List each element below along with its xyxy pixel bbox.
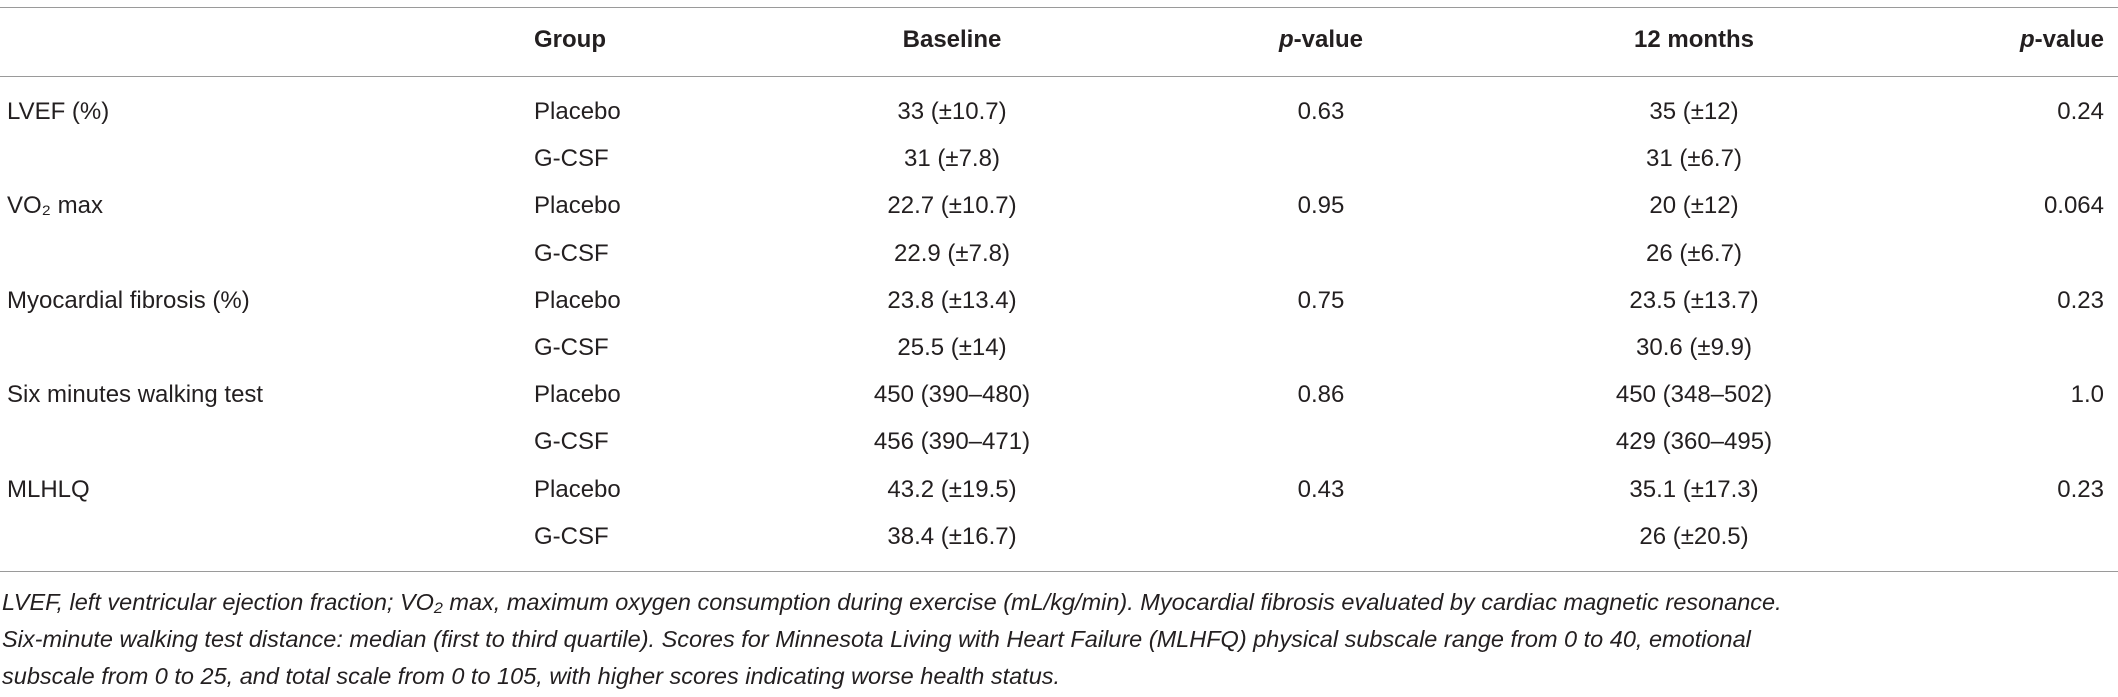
month12-value: 429 (360–495) (1615, 428, 1773, 456)
measure-label: LVEF (%) (7, 98, 110, 125)
p-value: 0.43 (1297, 475, 1345, 503)
baseline-value: 33 (±10.7) (897, 98, 1007, 125)
p-value: 0.86 (1297, 381, 1345, 409)
baseline-value: 25.5 (±14) (897, 334, 1007, 361)
month12-value: 26 (±20.5) (1639, 522, 1749, 550)
baseline-value: 22.7 (±10.7) (887, 192, 1017, 220)
p-value: 0.23 (2057, 286, 2104, 314)
month12-value: 31 (±6.7) (1646, 145, 1742, 173)
header-p-value: p-value (1278, 26, 1364, 53)
month12-value: 20 (±12) (1649, 192, 1739, 220)
group-name: Placebo (534, 98, 621, 125)
baseline-value: 31 (±7.8) (904, 145, 1000, 173)
p-value: 0.75 (1297, 286, 1345, 314)
baseline-value: 450 (390–480) (873, 381, 1031, 409)
group-name: Placebo (534, 475, 621, 503)
baseline-value: 43.2 (±19.5) (887, 475, 1017, 503)
bottom-rule (0, 571, 2118, 572)
baseline-value: 22.9 (±7.8) (894, 239, 1010, 267)
p-value: 1.0 (2070, 381, 2104, 409)
measure-label: MLHLQ (7, 475, 90, 503)
p-value: 0.63 (1297, 98, 1345, 125)
measure-label: VO₂ max (7, 192, 103, 220)
group-name: G-CSF (534, 145, 609, 173)
p-value: 0.95 (1297, 192, 1345, 220)
group-name: Placebo (534, 286, 621, 314)
month12-value: 450 (348–502) (1615, 381, 1773, 409)
month12-value: 35 (±12) (1649, 98, 1739, 125)
month12-value: 23.5 (±13.7) (1629, 286, 1759, 314)
group-name: Placebo (534, 381, 621, 409)
header-group: Group (534, 26, 606, 53)
month12-value: 30.6 (±9.9) (1636, 334, 1752, 361)
measure-label: Six minutes walking test (7, 381, 264, 409)
footnote-line: subscale from 0 to 25, and total scale f… (2, 663, 1061, 689)
month12-value: 35.1 (±17.3) (1629, 475, 1759, 503)
group-name: G-CSF (534, 522, 609, 550)
footnote-line: LVEF, left ventricular ejection fraction… (2, 589, 1782, 615)
baseline-value: 38.4 (±16.7) (887, 522, 1017, 550)
group-name: G-CSF (534, 239, 609, 267)
top-rule (0, 7, 2118, 8)
p-value: 0.24 (2057, 98, 2104, 125)
p-value: 0.23 (2057, 475, 2104, 503)
baseline-value: 23.8 (±13.4) (887, 286, 1017, 314)
header-p-value: p-value (2019, 26, 2104, 53)
p-value: 0.064 (2043, 192, 2104, 220)
header-baseline: Baseline (902, 26, 1002, 53)
header-12-months: 12 months (1633, 26, 1755, 53)
baseline-value: 456 (390–471) (873, 428, 1031, 456)
group-name: G-CSF (534, 334, 609, 361)
measure-label: Myocardial fibrosis (%) (7, 286, 250, 314)
footnote-line: Six-minute walking test distance: median… (2, 626, 1751, 652)
month12-value: 26 (±6.7) (1646, 239, 1742, 267)
group-name: Placebo (534, 192, 621, 220)
group-name: G-CSF (534, 428, 609, 456)
header-rule (0, 76, 2118, 77)
